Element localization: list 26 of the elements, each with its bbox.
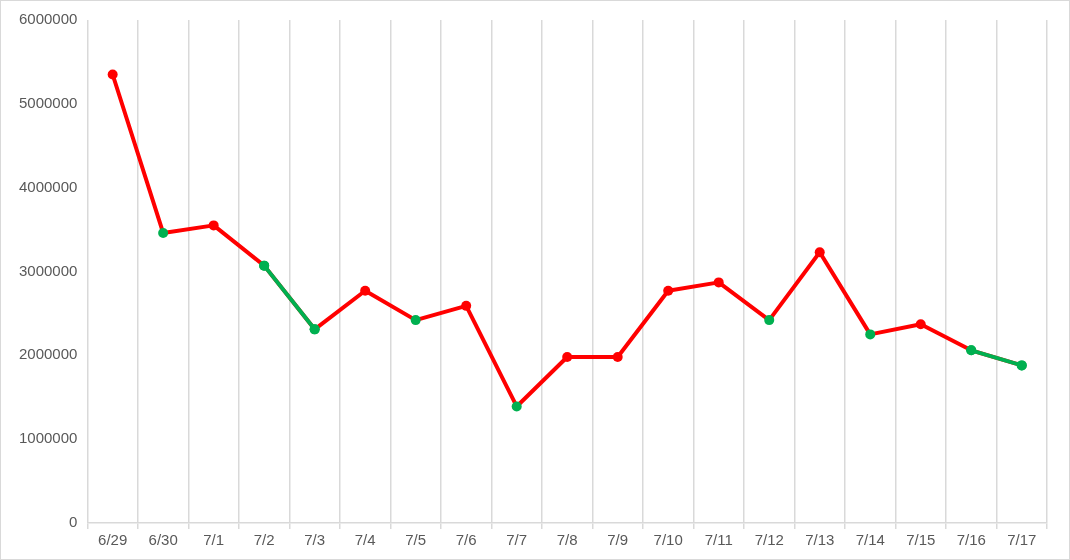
y-tick-label: 4000000 — [18, 177, 78, 195]
x-tick-label: 7/10 — [653, 531, 683, 549]
y-tick-label: 5000000 — [18, 93, 78, 111]
x-tick-label: 7/17 — [1007, 531, 1037, 549]
x-tick-label: 7/1 — [203, 531, 225, 549]
x-tick-label: 7/8 — [556, 531, 578, 549]
x-tick-label: 7/7 — [506, 531, 528, 549]
y-tick-label: 6000000 — [18, 10, 78, 28]
x-tick-label: 7/2 — [253, 531, 275, 549]
y-tick-label: 2000000 — [18, 345, 78, 363]
x-tick-label: 7/13 — [805, 531, 835, 549]
x-tick-label: 7/5 — [405, 531, 427, 549]
y-tick-label: 1000000 — [18, 429, 78, 447]
x-tick-label: 7/12 — [754, 531, 784, 549]
x-tick-label: 7/4 — [354, 531, 376, 549]
x-tick-label: 6/30 — [148, 531, 178, 549]
x-tick-label: 7/9 — [607, 531, 629, 549]
x-tick-label: 7/15 — [906, 531, 936, 549]
y-tick-label: 0 — [69, 513, 78, 531]
x-tick-label: 7/16 — [956, 531, 986, 549]
x-tick-label: 6/29 — [98, 531, 128, 549]
x-tick-label: 7/3 — [304, 531, 326, 549]
x-tick-label: 7/14 — [855, 531, 885, 549]
x-tick-label: 7/6 — [455, 531, 477, 549]
y-tick-label: 3000000 — [18, 261, 78, 279]
x-tick-label: 7/11 — [704, 531, 733, 549]
